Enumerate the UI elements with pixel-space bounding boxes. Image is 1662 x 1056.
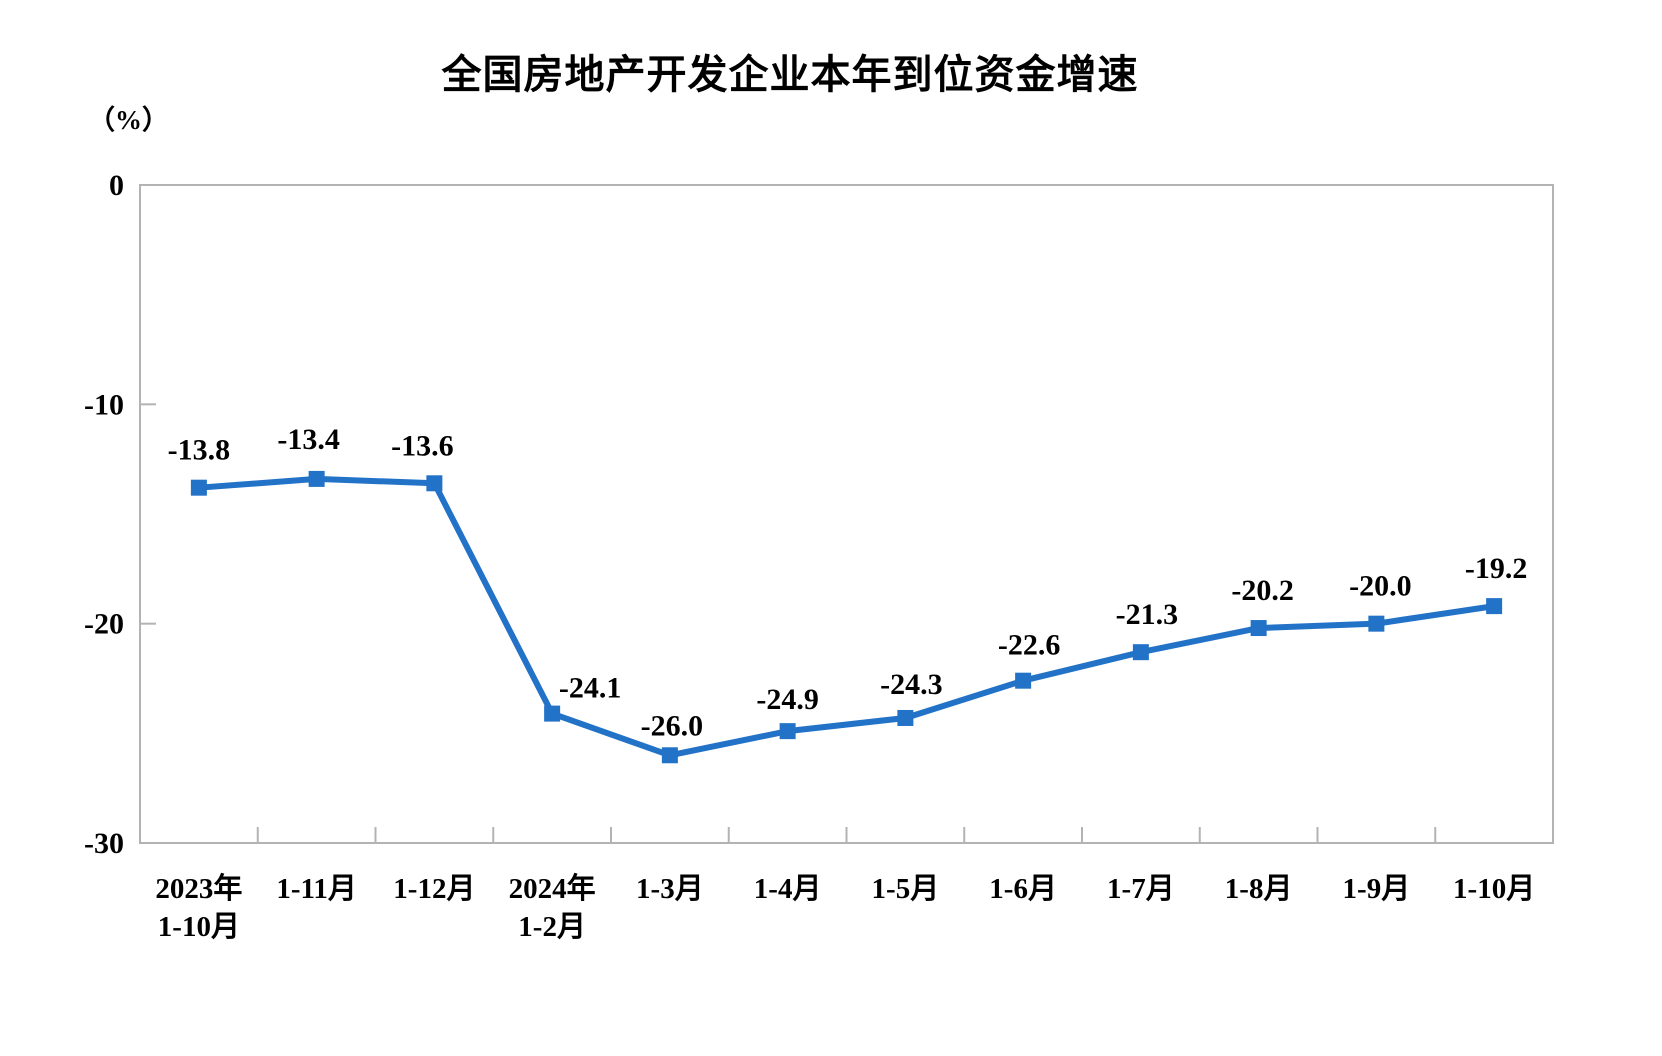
data-point-label: -21.3 <box>1116 598 1179 631</box>
x-axis-category-label: 1-9月 <box>1343 873 1411 905</box>
x-axis-category-label: 1-12月 <box>393 873 475 905</box>
data-point-label: -13.8 <box>168 434 231 467</box>
x-axis-category-label: 1-6月 <box>989 873 1057 905</box>
y-axis-tick-label: 0 <box>109 169 124 202</box>
data-point-marker <box>1486 598 1503 615</box>
data-point-marker <box>1015 672 1032 689</box>
data-point-label: -24.3 <box>880 668 943 701</box>
data-point-marker <box>426 475 443 492</box>
data-point-marker <box>1132 644 1149 661</box>
y-axis-tick-label: -10 <box>84 388 124 421</box>
data-point-label: -22.6 <box>998 629 1061 662</box>
y-axis-tick-label: -20 <box>84 608 124 641</box>
chart-title: 全国房地产开发企业本年到位资金增速 <box>441 53 1139 97</box>
x-axis-category-label: 1-10月 <box>1453 873 1535 905</box>
data-point-marker <box>308 470 325 487</box>
y-axis-unit-label: （%） <box>88 105 169 135</box>
data-point-label: -20.0 <box>1349 570 1412 603</box>
data-point-label: -13.4 <box>277 423 340 456</box>
data-point-label: -13.6 <box>391 429 454 462</box>
plot-area-frame <box>139 184 1554 844</box>
data-point-label: -24.9 <box>756 683 819 716</box>
data-point-label: -26.0 <box>641 709 704 742</box>
data-point-marker <box>779 723 796 740</box>
data-point-marker <box>1250 620 1267 637</box>
x-axis-category-label: 1-11月 <box>276 873 357 905</box>
x-axis-category-label: 1-4月 <box>754 873 822 905</box>
x-axis-category-label: 2023年 1-10月 <box>155 871 242 943</box>
x-axis-category-label: 1-5月 <box>872 873 940 905</box>
x-axis-category-label: 1-3月 <box>636 873 704 905</box>
x-axis-category-label: 1-8月 <box>1225 873 1293 905</box>
data-point-marker <box>897 709 914 726</box>
series-line <box>195 475 1498 759</box>
y-axis-tick-label: -30 <box>84 827 124 860</box>
x-axis-category-label: 2024年 1-2月 <box>509 871 596 943</box>
data-point-marker <box>1368 615 1385 632</box>
data-point-label: -20.2 <box>1231 574 1294 607</box>
data-point-marker <box>190 479 207 496</box>
data-point-label: -19.2 <box>1465 552 1528 585</box>
data-point-label: -24.1 <box>559 672 622 705</box>
data-point-marker <box>661 747 678 764</box>
data-point-marker <box>544 705 561 722</box>
x-axis-category-label: 1-7月 <box>1107 873 1175 905</box>
